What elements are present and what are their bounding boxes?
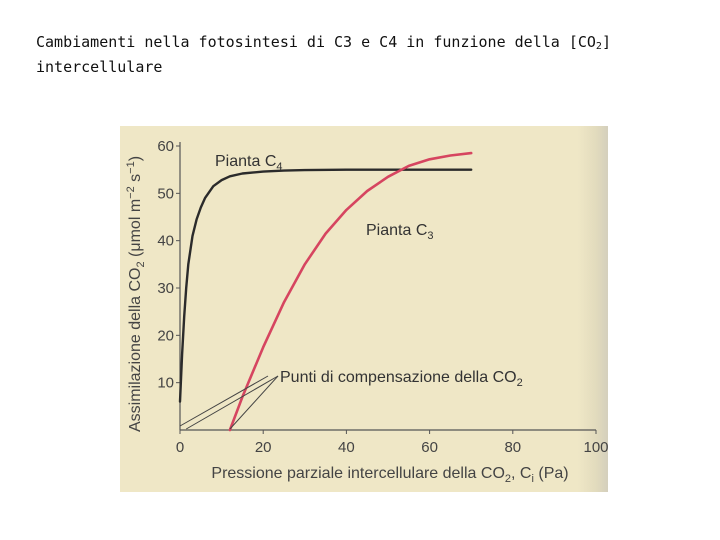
y-axis-label-text: (μmol m bbox=[127, 199, 144, 262]
x-tick-label: 60 bbox=[421, 439, 438, 456]
series-label-subscript: 4 bbox=[276, 161, 282, 173]
x-axis-label-text: , C bbox=[511, 465, 531, 482]
x-axis-label-text: (Pa) bbox=[534, 465, 569, 482]
annotation-pointer-line bbox=[185, 375, 279, 430]
series-label-c4: Pianta C4 bbox=[215, 153, 283, 173]
annotation-pointer-line bbox=[229, 375, 279, 430]
chart-figure: 10 20 30 40 50 60 0 20 40 60 80 100 Punti di compen… bbox=[120, 126, 608, 492]
y-axis-label: Assimilazione della CO2 (μmol m−2 s−1) bbox=[125, 156, 147, 432]
axes: 10 20 30 40 50 60 0 20 40 60 80 100 bbox=[157, 138, 608, 456]
y-axis-label-text: Assimilazione della CO bbox=[127, 268, 144, 433]
x-tick-label: 0 bbox=[176, 439, 184, 456]
title-bracket: ] bbox=[601, 33, 611, 51]
x-axis-label: Pressione parziale intercellulare della … bbox=[211, 465, 568, 485]
x-axis-label-text: Pressione parziale intercellulare della … bbox=[211, 465, 504, 482]
slide-title-line-1: Cambiamenti nella fotosintesi di C3 e C4… bbox=[36, 32, 696, 57]
y-axis-label-subscript: 2 bbox=[135, 261, 147, 267]
y-axis-label-superscript: −2 bbox=[125, 186, 137, 199]
slide-title-line-2: intercellulare bbox=[36, 58, 163, 76]
series-label-text: Pianta C bbox=[215, 153, 276, 170]
title-subscript: 2 bbox=[595, 41, 602, 52]
y-tick-label: 50 bbox=[157, 185, 174, 202]
title-text: Cambiamenti nella fotosintesi di C3 e C4… bbox=[36, 33, 596, 51]
x-tick-label: 80 bbox=[504, 439, 521, 456]
series-label-text: Pianta C bbox=[366, 222, 427, 239]
compensation-annotation: Punti di compensazione della CO2 bbox=[280, 369, 523, 389]
y-axis-label-superscript: −1 bbox=[125, 161, 137, 174]
x-axis-label-subscript: 2 bbox=[505, 473, 511, 485]
slide-title: Cambiamenti nella fotosintesi di C3 e C4… bbox=[36, 32, 696, 78]
annotation-layer: Punti di compensazione della CO2 bbox=[179, 369, 523, 430]
chart-svg: 10 20 30 40 50 60 0 20 40 60 80 100 Punti di compen… bbox=[125, 138, 608, 485]
annotation-text: Punti di compensazione della CO bbox=[280, 369, 517, 386]
annotation-pointer-line bbox=[179, 375, 269, 427]
x-tick-label: 20 bbox=[255, 439, 272, 456]
y-tick-label: 60 bbox=[157, 138, 174, 155]
y-tick-label: 10 bbox=[157, 375, 174, 392]
x-axis-label-subscript: i bbox=[531, 473, 533, 485]
x-tick-label: 100 bbox=[583, 439, 608, 456]
x-tick-label: 40 bbox=[338, 439, 355, 456]
series-line-c3 bbox=[228, 151, 473, 432]
y-tick-label: 40 bbox=[157, 233, 174, 250]
series-label-c3: Pianta C3 bbox=[366, 222, 434, 242]
series-label-subscript: 3 bbox=[427, 230, 433, 242]
series-line-c4 bbox=[178, 168, 473, 403]
y-tick-label: 30 bbox=[157, 280, 174, 297]
y-axis-label-text: ) bbox=[127, 156, 144, 161]
y-tick-label: 20 bbox=[157, 327, 174, 344]
scan-edge bbox=[578, 126, 608, 492]
y-axis-label-text: s bbox=[127, 174, 144, 186]
annotation-subscript: 2 bbox=[517, 377, 523, 389]
series-layer bbox=[178, 151, 473, 432]
